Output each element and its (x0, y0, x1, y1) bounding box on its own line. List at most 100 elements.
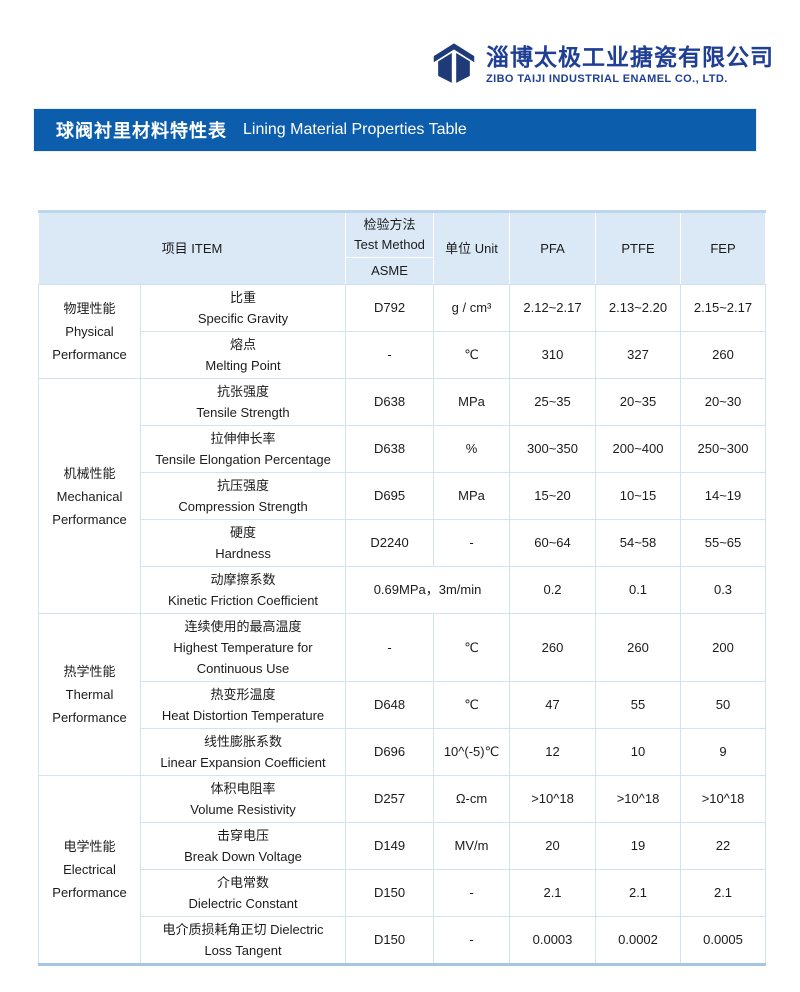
value-cell-ptfe: >10^18 (595, 775, 682, 823)
value-cell-pfa: 12 (509, 728, 597, 776)
value-cell-ptfe: 0.0002 (595, 916, 682, 965)
value-cell-pfa: 2.1 (509, 869, 597, 917)
table-row: 电学性能 Electrical Performance 体积电阻率 Volume… (38, 775, 767, 965)
test-method-cell: D638 (345, 378, 435, 426)
unit-cell: MV/m (433, 822, 511, 870)
unit-cell: 10^(-5)℃ (433, 728, 511, 776)
test-method-cell: D695 (345, 472, 435, 520)
table-header-subrow: ASME (39, 257, 766, 285)
unit-cell: ℃ (433, 681, 511, 729)
table-row: 热学性能 Thermal Performance 连续使用的最高温度 Highe… (38, 613, 767, 776)
value-cell-pfa: 2.12~2.17 (509, 284, 597, 332)
value-cell-fep: 50 (680, 681, 767, 729)
value-cell-ptfe: 2.1 (595, 869, 682, 917)
company-name-en: ZIBO TAIJI INDUSTRIAL ENAMEL CO., LTD. (486, 72, 728, 85)
table-header: 项目 ITEM 检验方法 Test Method 单位 Unit PFA PTF… (37, 211, 767, 285)
table-row: 热变形温度 Heat Distortion Temperature D648 ℃… (39, 681, 767, 729)
value-cell-ptfe: 260 (595, 613, 682, 682)
value-cell-ptfe: 19 (595, 822, 682, 870)
unit-cell: - (433, 869, 511, 917)
value-cell-fep: 2.15~2.17 (680, 284, 767, 332)
unit-cell: Ω-cm (433, 775, 511, 823)
property-name-cell: 拉伸伸长率 Tensile Elongation Percentage (139, 425, 347, 473)
test-method-cell: D257 (345, 775, 435, 823)
unit-cell: MPa (433, 378, 511, 426)
test-method-cell: - (345, 613, 435, 682)
property-name-cell: 比重 Specific Gravity (139, 284, 347, 332)
category-cell-physical: 物理性能 Physical Performance (38, 284, 141, 379)
value-cell-pfa: >10^18 (509, 775, 597, 823)
category-cell-electrical: 电学性能 Electrical Performance (38, 775, 141, 965)
value-cell-pfa: 260 (509, 613, 597, 682)
value-cell-fep: 55~65 (680, 519, 767, 567)
table-row: 击穿电压 Break Down Voltage D149 MV/m 20 19 … (39, 822, 767, 870)
property-name-cell: 抗张强度 Tensile Strength (139, 378, 347, 426)
value-cell-pfa: 20 (509, 822, 597, 870)
test-method-cell: D150 (345, 916, 435, 965)
unit-cell: ℃ (433, 613, 511, 682)
value-cell-fep: 22 (680, 822, 767, 870)
header-test-method-standard: ASME (345, 257, 435, 285)
test-condition-cell: 0.69MPa，3m/min (345, 566, 511, 614)
value-cell-ptfe: 2.13~2.20 (595, 284, 682, 332)
property-name-cell: 电介质损耗角正切 Dielectric Loss Tangent (139, 916, 347, 965)
table-row: 抗压强度 Compression Strength D695 MPa 15~20… (39, 472, 767, 520)
value-cell-ptfe: 54~58 (595, 519, 682, 567)
table-row: 电介质损耗角正切 Dielectric Loss Tangent D150 - … (39, 916, 767, 965)
table-row: 拉伸伸长率 Tensile Elongation Percentage D638… (39, 425, 767, 473)
property-name-cell: 线性膨胀系数 Linear Expansion Coefficient (139, 728, 347, 776)
unit-cell: ℃ (433, 331, 511, 379)
unit-cell: - (433, 519, 511, 567)
value-cell-pfa: 0.2 (509, 566, 597, 614)
category-cell-thermal: 热学性能 Thermal Performance (38, 613, 141, 776)
table-body: 物理性能 Physical Performance 比重 Specific Gr… (38, 284, 767, 965)
header-test-method: 检验方法 Test Method (345, 211, 435, 258)
property-name-cell: 击穿电压 Break Down Voltage (139, 822, 347, 870)
property-name-cell: 热变形温度 Heat Distortion Temperature (139, 681, 347, 729)
value-cell-fep: 250~300 (680, 425, 767, 473)
page-title-en: Lining Material Properties Table (243, 121, 467, 138)
value-cell-fep: 9 (680, 728, 767, 776)
test-method-cell: D696 (345, 728, 435, 776)
test-method-cell: D638 (345, 425, 435, 473)
value-cell-fep: 20~30 (680, 378, 767, 426)
value-cell-fep: 2.1 (680, 869, 767, 917)
company-name-zh: 淄博太极工业搪瓷有限公司 (486, 43, 774, 70)
property-name-cell: 熔点 Melting Point (139, 331, 347, 379)
value-cell-pfa: 0.0003 (509, 916, 597, 965)
table-row: 机械性能 Mechanical Performance 抗张强度 Tensile… (38, 378, 767, 614)
title-banner: 球阀衬里材料特性表 Lining Material Properties Tab… (33, 108, 757, 152)
table-row: 熔点 Melting Point - ℃ 310 327 260 (39, 331, 767, 379)
value-cell-pfa: 310 (509, 331, 597, 379)
test-method-cell: D149 (345, 822, 435, 870)
property-name-cell: 硬度 Hardness (139, 519, 347, 567)
category-cell-mechanical: 机械性能 Mechanical Performance (38, 378, 141, 614)
table-row: 线性膨胀系数 Linear Expansion Coefficient D696… (39, 728, 767, 776)
value-cell-fep: 0.0005 (680, 916, 767, 965)
page-title-zh: 球阀衬里材料特性表 (56, 121, 227, 141)
test-method-cell: - (345, 331, 435, 379)
header-unit: 单位 Unit (433, 211, 511, 285)
unit-cell: MPa (433, 472, 511, 520)
value-cell-ptfe: 10~15 (595, 472, 682, 520)
header-item: 项目 ITEM (37, 211, 347, 285)
value-cell-pfa: 25~35 (509, 378, 597, 426)
value-cell-pfa: 60~64 (509, 519, 597, 567)
company-logo-icon (433, 43, 475, 83)
value-cell-ptfe: 20~35 (595, 378, 682, 426)
value-cell-fep: 200 (680, 613, 767, 682)
property-name-cell: 抗压强度 Compression Strength (139, 472, 347, 520)
test-method-cell: D648 (345, 681, 435, 729)
value-cell-pfa: 15~20 (509, 472, 597, 520)
value-cell-fep: >10^18 (680, 775, 767, 823)
property-name-cell: 介电常数 Dielectric Constant (139, 869, 347, 917)
table-row: 硬度 Hardness D2240 - 60~64 54~58 55~65 (39, 519, 767, 567)
value-cell-ptfe: 0.1 (595, 566, 682, 614)
value-cell-fep: 14~19 (680, 472, 767, 520)
test-method-cell: D150 (345, 869, 435, 917)
table-row: 介电常数 Dielectric Constant D150 - 2.1 2.1 … (39, 869, 767, 917)
value-cell-fep: 0.3 (680, 566, 767, 614)
brand-header: 淄博太极工业搪瓷有限公司 ZIBO TAIJI INDUSTRIAL ENAME… (0, 0, 800, 92)
header-material-pfa: PFA (509, 211, 597, 285)
